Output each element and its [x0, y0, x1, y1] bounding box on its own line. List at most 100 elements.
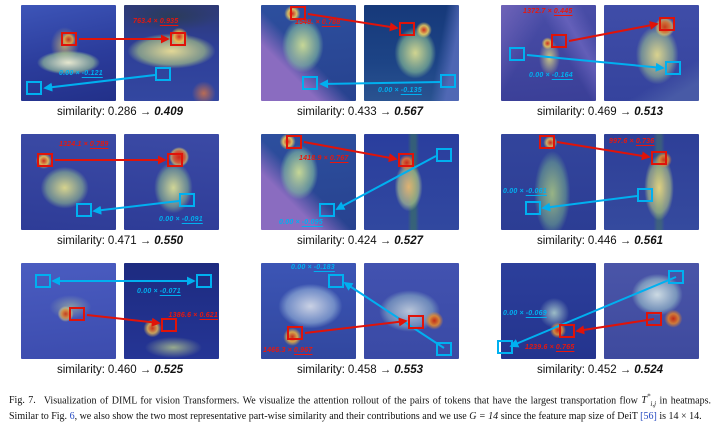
- caption-text: in heatmaps. Similar to Fig.: [9, 395, 712, 422]
- similarity-label: similarity: 0.424 → 0.527: [297, 235, 423, 250]
- blue-token-box-right: [436, 342, 452, 356]
- pair-cell-2: 1548. × 0.788 0.00 × -0.135 similarity: 0.433…: [240, 5, 480, 121]
- similarity-prefix: similarity:: [57, 106, 105, 118]
- part-similarity-value: 0.445: [553, 8, 573, 15]
- blue-flow-line: [92, 200, 180, 215]
- flow-lines: [43, 34, 170, 92]
- part-similarity-value: 0.765: [555, 344, 575, 351]
- blue-contribution-label: 0.00 × -0.069: [503, 310, 547, 317]
- blue-flow-line: [509, 276, 677, 348]
- blue-contribution-label: 0.00 × -0.121: [59, 70, 103, 77]
- similarity-label: similarity: 0.458 → 0.553: [297, 364, 423, 379]
- red-contribution-label: 1548. × 0.788: [295, 19, 340, 26]
- similarity-label: similarity: 0.433 → 0.567: [297, 106, 423, 121]
- arrow-glyph: →: [139, 106, 152, 118]
- blue-token-box-left: [497, 340, 513, 354]
- arrow-glyph: →: [619, 364, 632, 376]
- arrow-glyph: →: [379, 364, 392, 376]
- red-token-box-left: [287, 326, 303, 340]
- pair-cell-8: 0.00 × -0.183 1466.3 × 0.967 similarity: 0.45…: [240, 263, 480, 379]
- blue-flow-line: [43, 74, 156, 92]
- times-sign: ×: [287, 347, 292, 354]
- heatmap-image-left: [261, 263, 356, 359]
- flow-value: 0.00: [159, 216, 174, 223]
- pair-cell-7: 0.00 × -0.071 1386.6 × 0.621 similarity: 0.46…: [0, 263, 240, 379]
- heatmap-image-left: [261, 134, 356, 230]
- flow-value: 997.6: [609, 138, 628, 145]
- times-sign: ×: [547, 8, 552, 15]
- blue-contribution-label: 0.00 × -0.061: [503, 188, 547, 195]
- flow-value: 0.00: [378, 87, 393, 94]
- red-flow-line: [303, 141, 398, 163]
- times-sign: ×: [629, 138, 634, 145]
- image-pair: 1418.9 × 0.767 0.00 × -0.095: [261, 134, 459, 230]
- arrow-glyph: →: [379, 235, 392, 247]
- figure-6-reference-link[interactable]: 6: [69, 410, 75, 422]
- flow-value: 1239.6: [525, 344, 548, 351]
- figure-caption: Fig. 7. Visualization of DIML for vision …: [9, 393, 711, 423]
- caption-text: since the feature map size of DeiT: [498, 410, 641, 422]
- image-pair: 1548. × 0.788 0.00 × -0.135: [261, 5, 459, 101]
- part-similarity-value: -0.183: [313, 264, 335, 271]
- heatmap-image-left: [261, 5, 356, 101]
- red-token-box-left: [286, 135, 302, 149]
- flow-lines: [509, 276, 677, 348]
- red-token-box-left: [61, 32, 77, 46]
- flow-lines: [55, 155, 180, 215]
- red-contribution-label: 1466.3 × 0.967: [263, 347, 312, 354]
- part-similarity-value: 0.767: [329, 155, 349, 162]
- flow-value: 0.00: [279, 219, 294, 226]
- blue-token-box-right: [179, 193, 195, 207]
- arrow-glyph: →: [379, 106, 392, 118]
- red-flow-line: [568, 20, 659, 42]
- times-sign: ×: [394, 87, 399, 94]
- flow-value: 1466.3: [263, 347, 286, 354]
- math-sup: *: [646, 393, 651, 401]
- blue-contribution-label: 0.00 × -0.091: [159, 216, 203, 223]
- red-token-box-right: [167, 153, 183, 167]
- blue-flow-line: [319, 79, 441, 89]
- red-token-box-left: [69, 307, 85, 321]
- red-flow-line: [304, 317, 408, 334]
- times-sign: ×: [545, 72, 550, 79]
- similarity-after: 0.553: [394, 364, 423, 376]
- similarity-after: 0.409: [154, 106, 183, 118]
- part-similarity-value: -0.095: [301, 219, 323, 226]
- blue-contribution-label: 0.00 × -0.071: [137, 288, 181, 295]
- blue-contribution-label: 0.00 × -0.183: [291, 264, 335, 271]
- times-sign: ×: [519, 310, 524, 317]
- similarity-before: 0.433: [347, 106, 377, 118]
- citation-56-link[interactable]: [56]: [640, 410, 657, 422]
- pair-cell-9: 0.00 × -0.069 1239.6 × 0.765 similarity: 0.45…: [480, 263, 720, 379]
- flow-lines: [51, 276, 196, 327]
- red-token-box-right: [398, 153, 414, 167]
- times-sign: ×: [83, 141, 88, 148]
- pair-cell-5: 1418.9 × 0.767 0.00 × -0.095 similarity: 0.42…: [240, 134, 480, 250]
- blue-flow-line: [526, 54, 665, 72]
- flow-lines: [303, 141, 437, 210]
- similarity-before: 0.458: [347, 364, 377, 376]
- image-pair: 0.00 × -0.183 1466.3 × 0.967: [261, 263, 459, 359]
- similarity-before: 0.469: [587, 106, 617, 118]
- math-sub: i,j: [650, 400, 657, 409]
- heatmap-image-right: [364, 5, 459, 101]
- blue-token-box-right: [637, 188, 653, 202]
- part-similarity-value: -0.121: [81, 70, 103, 77]
- blue-token-box-right: [665, 61, 681, 75]
- flow-value: 0.00: [291, 264, 306, 271]
- blue-flow-line: [343, 282, 445, 349]
- caption-text: is 14 × 14.: [656, 410, 702, 422]
- part-similarity-value: -0.061: [525, 188, 547, 195]
- similarity-before: 0.286: [107, 106, 137, 118]
- figure-number: Fig. 7.: [9, 395, 36, 407]
- red-token-box-left: [37, 153, 53, 167]
- similarity-before: 0.460: [107, 364, 137, 376]
- red-token-box-right: [651, 151, 667, 165]
- red-flow-line: [86, 314, 161, 327]
- flow-value: 0.00: [503, 310, 518, 317]
- part-similarity-value: -0.135: [400, 87, 422, 94]
- red-token-box-right: [646, 312, 662, 326]
- caption-text: Visualization of DIML for vision Transfo…: [43, 395, 642, 407]
- similarity-label: similarity: 0.469 → 0.513: [537, 106, 663, 121]
- times-sign: ×: [175, 216, 180, 223]
